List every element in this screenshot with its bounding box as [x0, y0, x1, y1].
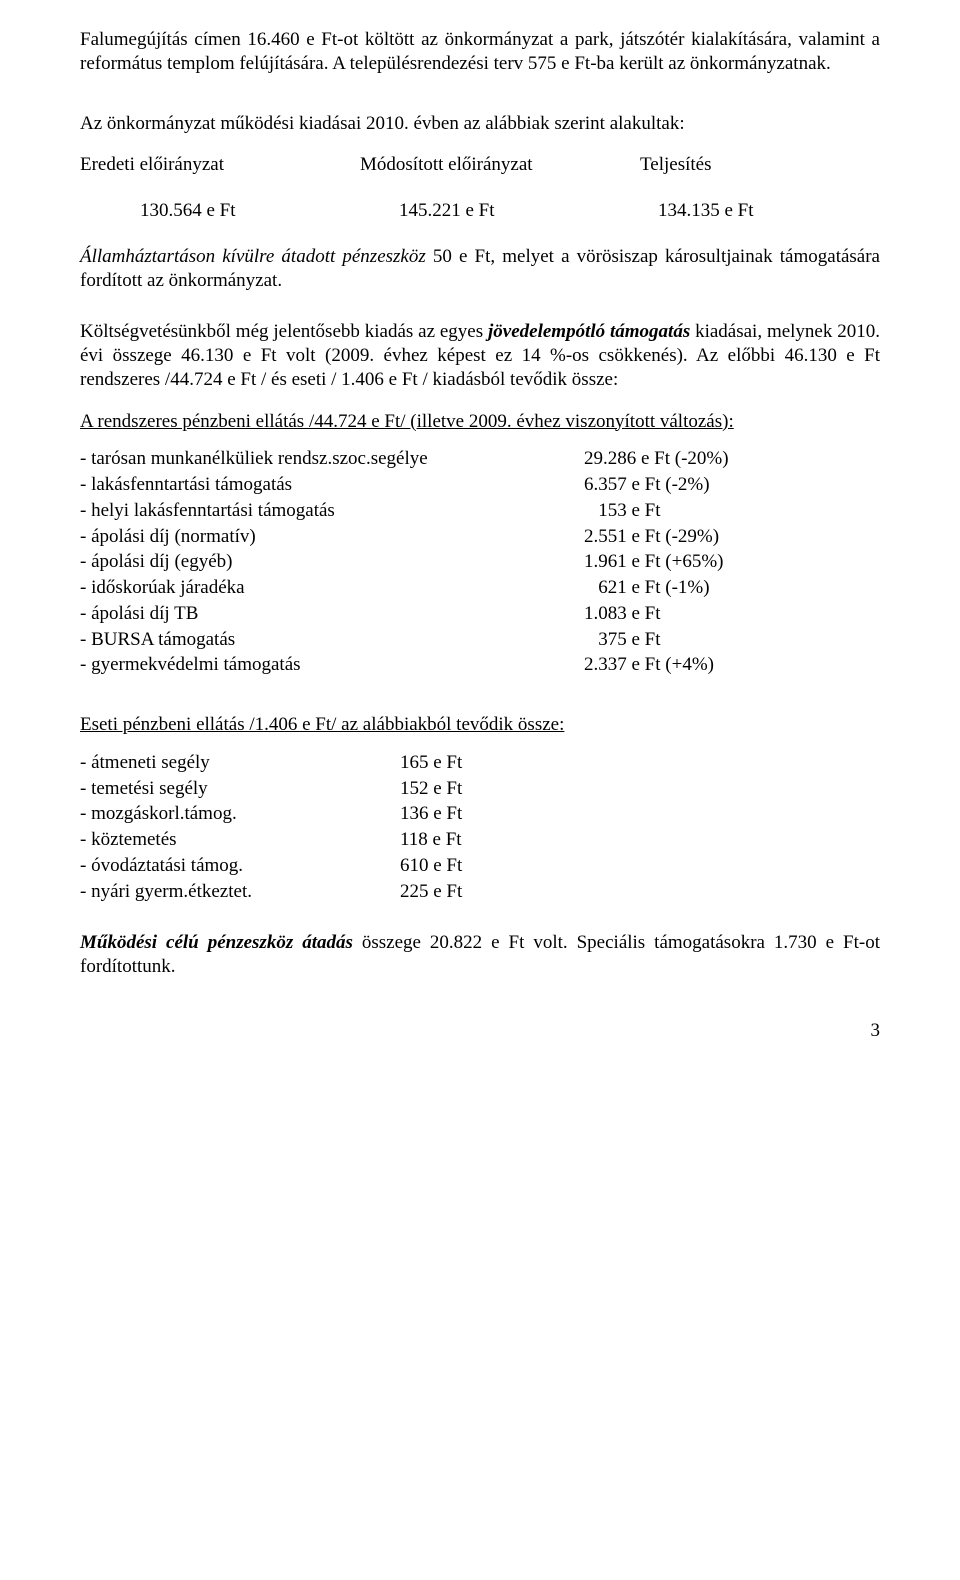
benefit-label: - BURSA támogatás — [80, 628, 584, 652]
occasional-value: 610 e Ft — [400, 854, 880, 878]
col-fulfilment: Teljesítés — [640, 153, 880, 177]
occasional-row: - temetési segély152 e Ft — [80, 777, 880, 801]
benefit-label: - gyermekvédelmi támogatás — [80, 653, 584, 677]
benefit-label: - helyi lakásfenntartási támogatás — [80, 499, 584, 523]
transfer-term: Államháztartáson kívülre átadott pénzesz… — [80, 246, 426, 267]
occasional-benefits-list: - átmeneti segély165 e Ft- temetési segé… — [80, 751, 880, 904]
benefit-row: - gyermekvédelmi támogatás2.337 e Ft (+4… — [80, 653, 880, 677]
benefit-value: 621 e Ft (-1%) — [584, 576, 880, 600]
heading-regular-benefits-text: A rendszeres pénzbeni ellátás /44.724 e … — [80, 411, 734, 432]
benefit-value: 2.337 e Ft (+4%) — [584, 653, 880, 677]
val-modified: 145.221 e Ft — [399, 199, 658, 223]
page-number: 3 — [80, 1019, 880, 1043]
paragraph-transfer: Államháztartáson kívülre átadott pénzesz… — [80, 245, 880, 293]
regular-benefits-list: - tarósan munkanélküliek rendsz.szoc.seg… — [80, 447, 880, 677]
benefit-row: - tarósan munkanélküliek rendsz.szoc.seg… — [80, 447, 880, 471]
paragraph-operational-transfer: Működési célú pénzeszköz átadás összege … — [80, 931, 880, 979]
occasional-value: 225 e Ft — [400, 880, 880, 904]
benefit-value: 375 e Ft — [584, 628, 880, 652]
budget-value-row: 130.564 e Ft 145.221 e Ft 134.135 e Ft — [80, 199, 880, 223]
benefit-value: 2.551 e Ft (-29%) — [584, 525, 880, 549]
paragraph-intro: Falumegújítás címen 16.460 e Ft-ot költö… — [80, 28, 880, 76]
benefit-label: - ápolási díj TB — [80, 602, 584, 626]
benefit-label: - ápolási díj (egyéb) — [80, 550, 584, 574]
benefit-row: - ápolási díj (normatív)2.551 e Ft (-29%… — [80, 525, 880, 549]
occasional-row: - óvodáztatási támog.610 e Ft — [80, 854, 880, 878]
benefit-value: 29.286 e Ft (-20%) — [584, 447, 880, 471]
benefit-row: - ápolási díj (egyéb)1.961 e Ft (+65%) — [80, 550, 880, 574]
benefit-value: 1.083 e Ft — [584, 602, 880, 626]
val-original: 130.564 e Ft — [140, 199, 399, 223]
benefit-label: - tarósan munkanélküliek rendsz.szoc.seg… — [80, 447, 584, 471]
op-transfer-term: Működési célú pénzeszköz átadás — [80, 932, 353, 953]
benefit-label: - időskorúak járadéka — [80, 576, 584, 600]
occasional-label: - temetési segély — [80, 777, 400, 801]
occasional-label: - átmeneti segély — [80, 751, 400, 775]
occasional-label: - mozgáskorl.támog. — [80, 802, 400, 826]
val-fulfilment: 134.135 e Ft — [658, 199, 880, 223]
occasional-value: 152 e Ft — [400, 777, 880, 801]
benefit-value: 1.961 e Ft (+65%) — [584, 550, 880, 574]
income-pre: Költségvetésünkből még jelentősebb kiadá… — [80, 321, 488, 342]
occasional-value: 165 e Ft — [400, 751, 880, 775]
occasional-row: - átmeneti segély165 e Ft — [80, 751, 880, 775]
benefit-row: - BURSA támogatás 375 e Ft — [80, 628, 880, 652]
benefit-label: - ápolási díj (normatív) — [80, 525, 584, 549]
occasional-row: - köztemetés118 e Ft — [80, 828, 880, 852]
benefit-row: - időskorúak járadéka 621 e Ft (-1%) — [80, 576, 880, 600]
benefit-value: 6.357 e Ft (-2%) — [584, 473, 880, 497]
occasional-row: - nyári gyerm.étkeztet.225 e Ft — [80, 880, 880, 904]
benefit-row: - lakásfenntartási támogatás6.357 e Ft (… — [80, 473, 880, 497]
paragraph-expenses-intro: Az önkormányzat működési kiadásai 2010. … — [80, 112, 880, 136]
benefit-row: - helyi lakásfenntartási támogatás 153 e… — [80, 499, 880, 523]
occasional-row: - mozgáskorl.támog.136 e Ft — [80, 802, 880, 826]
occasional-value: 118 e Ft — [400, 828, 880, 852]
occasional-value: 136 e Ft — [400, 802, 880, 826]
benefit-label: - lakásfenntartási támogatás — [80, 473, 584, 497]
benefit-value: 153 e Ft — [584, 499, 880, 523]
col-modified: Módosított előirányzat — [360, 153, 640, 177]
heading-occasional-benefits-text: Eseti pénzbeni ellátás /1.406 e Ft/ az a… — [80, 714, 564, 735]
heading-regular-benefits: A rendszeres pénzbeni ellátás /44.724 e … — [80, 410, 880, 434]
paragraph-income-support: Költségvetésünkből még jelentősebb kiadá… — [80, 320, 880, 391]
benefit-row: - ápolási díj TB1.083 e Ft — [80, 602, 880, 626]
col-original: Eredeti előirányzat — [80, 153, 360, 177]
occasional-label: - nyári gyerm.étkeztet. — [80, 880, 400, 904]
occasional-label: - óvodáztatási támog. — [80, 854, 400, 878]
occasional-label: - köztemetés — [80, 828, 400, 852]
heading-occasional-benefits: Eseti pénzbeni ellátás /1.406 e Ft/ az a… — [80, 713, 880, 737]
income-term: jövedelempótló támogatás — [488, 321, 690, 342]
budget-header-row: Eredeti előirányzat Módosított előirányz… — [80, 153, 880, 177]
